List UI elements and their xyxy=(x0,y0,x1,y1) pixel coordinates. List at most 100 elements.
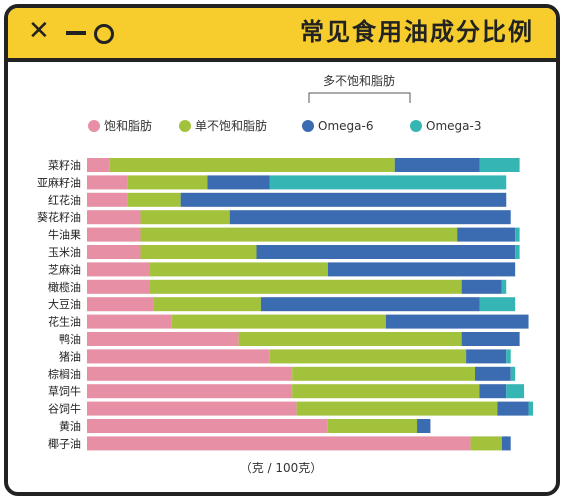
legend-swatch-1 xyxy=(179,120,191,132)
bar-segment-2 xyxy=(207,175,270,190)
bar-segment-2 xyxy=(180,192,507,207)
bar-segment-3 xyxy=(501,279,507,294)
bar-segment-0 xyxy=(87,245,141,259)
bar-segment-1 xyxy=(171,314,386,329)
category-label: 大豆油 xyxy=(48,297,81,311)
bar-segment-2 xyxy=(260,297,480,312)
title-bar: ✕ 常见食用油成分比例 xyxy=(8,8,556,62)
category-label: 椰子油 xyxy=(48,436,81,450)
bar-segment-1 xyxy=(292,384,480,399)
bar-segment-0 xyxy=(87,419,328,433)
category-label: 鸭油 xyxy=(59,332,81,346)
bar-segment-1 xyxy=(292,366,476,381)
group-label: 多不饱和脂肪 xyxy=(323,73,395,88)
bar-segment-3 xyxy=(510,366,516,381)
bar-segment-1 xyxy=(296,401,498,416)
bar-segment-2 xyxy=(394,158,480,172)
legend-swatch-0 xyxy=(88,120,100,132)
bar-segment-2 xyxy=(475,366,511,381)
bar-segment-2 xyxy=(461,332,520,346)
legend-group-brace: 多不饱和脂肪 xyxy=(308,73,411,103)
legend-brace xyxy=(308,92,411,103)
bar-segment-2 xyxy=(497,401,529,416)
category-label: 草饲牛 xyxy=(48,384,81,398)
close-icon[interactable]: ✕ xyxy=(28,16,50,46)
legend-swatch-3 xyxy=(410,120,422,132)
bar-segment-1 xyxy=(140,227,458,242)
bar-segment-0 xyxy=(87,210,141,225)
bar-segment-0 xyxy=(87,349,270,364)
legend: 饱和脂肪 单不饱和脂肪 Omega-6 Omega-3 xyxy=(88,118,481,133)
bar-segment-0 xyxy=(87,436,471,451)
category-label: 牛油果 xyxy=(48,228,81,242)
bar-segment-0 xyxy=(87,297,154,312)
bar-segment-1 xyxy=(238,332,462,346)
bar-segment-0 xyxy=(87,262,150,277)
unit-label: （克 / 100克） xyxy=(240,461,323,475)
bar-segment-3 xyxy=(515,245,520,259)
bar-segment-0 xyxy=(87,158,110,172)
bar-segment-1 xyxy=(127,175,208,190)
bar-segment-0 xyxy=(87,401,297,416)
category-labels: 菜籽油亚麻籽油红花油葵花籽油牛油果玉米油芝麻油橄榄油大豆油花生油鸭油猪油棕榈油草… xyxy=(37,158,81,450)
bar-segment-2 xyxy=(466,349,507,364)
bar-segment-1 xyxy=(109,158,395,172)
category-label: 黄油 xyxy=(59,419,81,433)
legend-label-0: 饱和脂肪 xyxy=(104,118,152,133)
category-label: 红花油 xyxy=(48,193,81,207)
bar-segment-0 xyxy=(87,332,239,346)
bar-segment-1 xyxy=(470,436,502,451)
bar-segment-2 xyxy=(327,262,516,277)
bar-segment-3 xyxy=(506,349,511,364)
bar-segment-1 xyxy=(149,262,328,277)
bar-segment-2 xyxy=(229,210,511,225)
bar-segment-3 xyxy=(515,227,520,242)
bar-segment-1 xyxy=(140,210,230,225)
category-label: 玉米油 xyxy=(48,245,81,259)
bar-segment-1 xyxy=(327,419,418,433)
category-label: 橄榄油 xyxy=(48,280,81,294)
bar-segment-2 xyxy=(479,384,507,399)
category-label: 猪油 xyxy=(59,349,81,363)
bar-segment-3 xyxy=(528,401,533,416)
bar-segment-2 xyxy=(501,436,511,451)
bar-segment-2 xyxy=(461,279,502,294)
legend-swatch-2 xyxy=(302,120,314,132)
category-label: 芝麻油 xyxy=(48,262,81,276)
bar-segment-0 xyxy=(87,366,293,381)
bar-segment-1 xyxy=(269,349,467,364)
category-label: 花生油 xyxy=(48,315,81,329)
category-label: 亚麻籽油 xyxy=(37,175,81,189)
legend-label-1: 单不饱和脂肪 xyxy=(195,118,267,133)
maximize-icon[interactable] xyxy=(94,24,114,44)
minimize-icon[interactable] xyxy=(66,31,86,35)
category-label: 葵花籽油 xyxy=(37,210,81,224)
bar-segment-3 xyxy=(479,158,520,172)
bar-segment-1 xyxy=(149,279,462,294)
chart-card: ✕ 常见食用油成分比例 多不饱和脂肪 饱和脂肪 单不饱和脂肪 Omega-6 Omeg… xyxy=(4,4,560,496)
bar-segment-2 xyxy=(457,227,516,242)
bar-segment-2 xyxy=(256,245,516,259)
bar-segment-0 xyxy=(87,384,293,399)
bar-segment-3 xyxy=(269,175,507,190)
category-label: 菜籽油 xyxy=(48,158,81,172)
bar-segment-1 xyxy=(153,297,261,312)
bar-segment-1 xyxy=(127,192,181,207)
bar-segment-0 xyxy=(87,175,128,190)
bar-segment-0 xyxy=(87,227,141,242)
bar-segment-2 xyxy=(385,314,529,329)
bar-segment-2 xyxy=(417,419,431,433)
bar-segment-0 xyxy=(87,192,128,207)
bar-segment-3 xyxy=(506,384,525,399)
bar-segment-0 xyxy=(87,314,172,329)
bar-segment-1 xyxy=(140,245,257,259)
chart-title: 常见食用油成分比例 xyxy=(300,18,534,46)
bar-segment-3 xyxy=(479,297,516,312)
category-label: 棕榈油 xyxy=(48,367,81,381)
category-label: 谷饲牛 xyxy=(48,402,81,416)
legend-label-3: Omega-3 xyxy=(426,119,481,133)
bars xyxy=(87,158,533,451)
chart-area: 多不饱和脂肪 饱和脂肪 单不饱和脂肪 Omega-6 Omega-3 菜籽油亚麻籽油红… xyxy=(37,73,533,475)
legend-label-2: Omega-6 xyxy=(318,119,373,133)
bar-segment-0 xyxy=(87,279,150,294)
